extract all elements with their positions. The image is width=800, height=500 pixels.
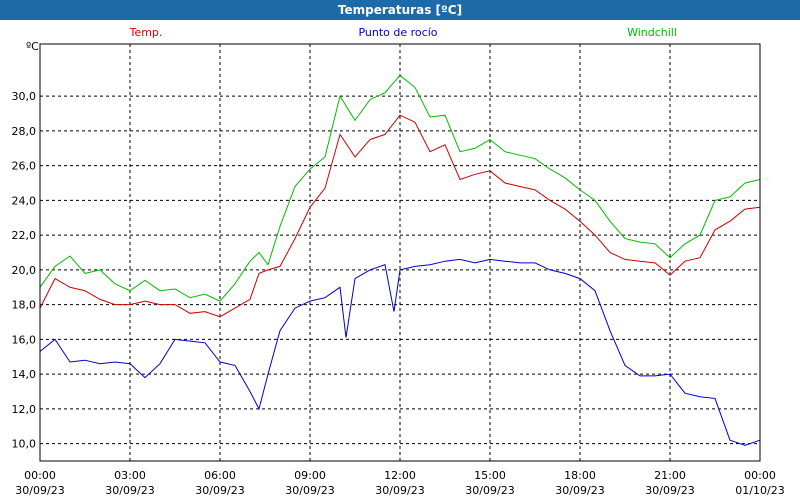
y-tick-label: 30,0 bbox=[12, 90, 37, 103]
series-line-punto-de-roc-o bbox=[39, 258, 761, 446]
x-tick-date-label: 30/09/23 bbox=[555, 484, 604, 497]
x-tick-time-label: 00:00 bbox=[744, 469, 776, 482]
x-tick-time-label: 18:00 bbox=[564, 469, 596, 482]
x-axis-ticks: 00:00 30/09/23 03:00 30/09/23 06:00 30/09/23 0… bbox=[15, 469, 784, 497]
legend-entry: Temp. bbox=[129, 26, 163, 39]
x-tick-time-label: 21:00 bbox=[654, 469, 686, 482]
plot-area-frame bbox=[39, 43, 761, 462]
x-tick-date-label: 30/09/23 bbox=[285, 484, 334, 497]
x-tick-time-label: 00:00 bbox=[24, 469, 56, 482]
x-tick-time-label: 06:00 bbox=[204, 469, 236, 482]
y-tick-label: 18,0 bbox=[12, 299, 37, 312]
y-tick-label: 10,0 bbox=[12, 438, 37, 451]
series-layer bbox=[39, 74, 761, 446]
y-tick-label: 16,0 bbox=[12, 333, 37, 346]
y-tick-label: 12,0 bbox=[12, 403, 37, 416]
y-tick-label: 14,0 bbox=[12, 368, 37, 381]
chart-title-bar: Temperaturas [ºC] bbox=[0, 0, 800, 20]
x-tick-time-label: 03:00 bbox=[114, 469, 146, 482]
series-line-windchill bbox=[39, 74, 761, 302]
y-tick-label: 28,0 bbox=[12, 125, 37, 138]
x-tick-time-label: 09:00 bbox=[294, 469, 326, 482]
x-tick-date-label: 30/09/23 bbox=[195, 484, 244, 497]
series-line-temp bbox=[39, 114, 761, 318]
x-tick-time-label: 15:00 bbox=[474, 469, 506, 482]
x-tick-date-label: 30/09/23 bbox=[375, 484, 424, 497]
y-axis-unit-label: ºC bbox=[26, 40, 39, 53]
legend-entry: Punto de rocío bbox=[358, 26, 437, 39]
legend: Temp. Punto de rocío Windchill bbox=[129, 26, 677, 39]
x-tick-date-label: 30/09/23 bbox=[465, 484, 514, 497]
x-tick-date-label: 30/09/23 bbox=[15, 484, 64, 497]
y-tick-label: 24,0 bbox=[12, 194, 37, 207]
grid-lines bbox=[40, 44, 760, 461]
x-tick-time-label: 12:00 bbox=[384, 469, 416, 482]
y-tick-label: 20,0 bbox=[12, 264, 37, 277]
y-axis-ticks: 10,0 12,0 14,0 16,0 18,0 20,0 22,0 24,0 26,0 28,0… bbox=[12, 90, 37, 451]
chart-title: Temperaturas [ºC] bbox=[337, 3, 463, 17]
x-tick-date-label: 01/10/23 bbox=[735, 484, 784, 497]
x-tick-date-label: 30/09/23 bbox=[105, 484, 154, 497]
legend-entry: Windchill bbox=[627, 26, 677, 39]
x-tick-date-label: 30/09/23 bbox=[645, 484, 694, 497]
y-tick-label: 22,0 bbox=[12, 229, 37, 242]
y-tick-label: 26,0 bbox=[12, 160, 37, 173]
